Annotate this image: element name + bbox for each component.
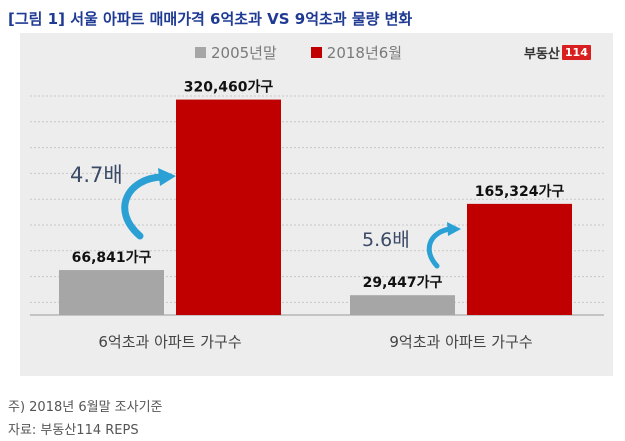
multiplier-annotation: 4.7배 xyxy=(70,163,123,187)
legend-label-2018: 2018년6월 xyxy=(326,44,403,62)
data-label: 320,460가구 xyxy=(184,80,274,96)
bar xyxy=(59,270,164,315)
bar xyxy=(176,99,281,315)
logo-text: 부동산 xyxy=(524,47,560,62)
footnote-source: 자료: 부동산114 REPS xyxy=(8,423,139,438)
growth-arrow-head xyxy=(447,222,461,236)
legend-item-2005: 2005년말 xyxy=(195,42,277,63)
data-label: 165,324가구 xyxy=(475,184,565,200)
brand-logo: 부동산 114 xyxy=(524,43,591,62)
growth-arrow xyxy=(426,226,453,269)
footnote-basis: 주) 2018년 6월말 조사기준 xyxy=(8,400,163,415)
growth-arrow-head xyxy=(158,168,176,186)
category-label: 9억초과 아파트 가구수 xyxy=(389,333,532,351)
multiplier-annotation: 5.6배 xyxy=(362,229,410,251)
legend-swatch-2018 xyxy=(310,47,322,58)
growth-arrow xyxy=(121,173,166,240)
bar xyxy=(467,203,572,315)
category-label: 6억초과 아파트 가구수 xyxy=(98,333,241,351)
legend-swatch-2005 xyxy=(195,47,206,58)
bar xyxy=(350,295,455,315)
legend-label-2005: 2005년말 xyxy=(211,44,277,62)
legend-item-2018: 2018년6월 xyxy=(310,42,403,63)
legend: 2005년말 2018년6월 xyxy=(195,42,402,63)
data-label: 66,841가구 xyxy=(72,250,152,266)
data-label: 29,447가구 xyxy=(363,275,443,291)
figure-title: [그림 1] 서울 아파트 매매가격 6억초과 VS 9억초과 물량 변화 xyxy=(8,10,413,28)
logo-box: 114 xyxy=(561,45,591,60)
